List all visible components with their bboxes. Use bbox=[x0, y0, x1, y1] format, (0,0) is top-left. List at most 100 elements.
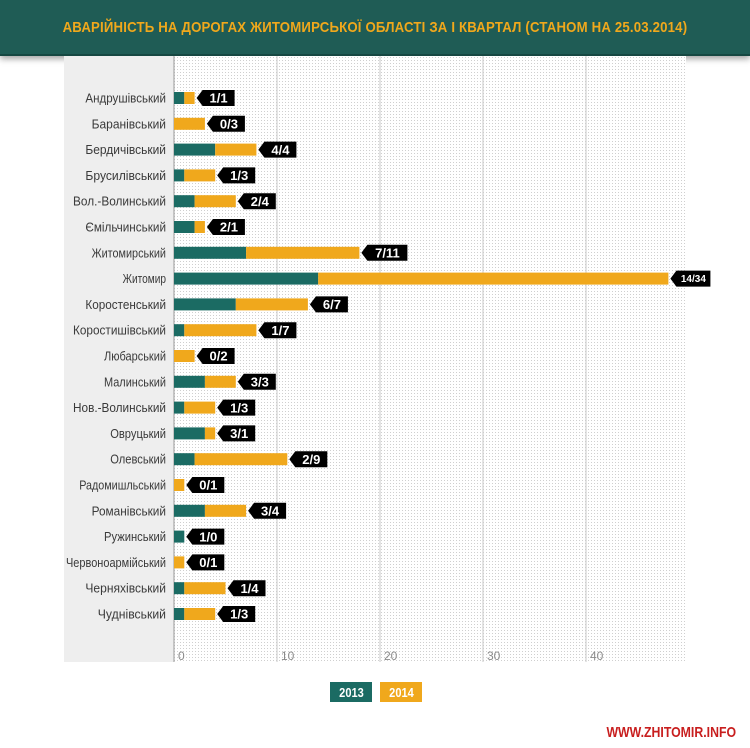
plot-background bbox=[174, 56, 686, 662]
data-label: 1/7 bbox=[258, 322, 297, 339]
x-tick-label: 30 bbox=[487, 649, 501, 663]
bar-2014 bbox=[184, 582, 226, 595]
bar-2013 bbox=[174, 401, 185, 414]
bar-2013 bbox=[174, 504, 205, 517]
chart-title: АВАРІЙНІСТЬ НА ДОРОГАХ ЖИТОМИРСЬКОЇ ОБЛА… bbox=[62, 18, 688, 36]
data-label: 1/3 bbox=[217, 167, 256, 184]
bar-2014 bbox=[184, 169, 216, 182]
data-label-box bbox=[289, 451, 328, 468]
data-label-box bbox=[670, 270, 711, 287]
x-tick-label: 40 bbox=[590, 649, 604, 663]
data-label-text: 3/3 bbox=[251, 374, 269, 389]
title-banner: АВАРІЙНІСТЬ НА ДОРОГАХ ЖИТОМИРСЬКОЇ ОБЛА… bbox=[0, 0, 750, 56]
bar-2014 bbox=[174, 556, 185, 569]
category-label: Житомирський bbox=[92, 245, 166, 260]
bar-2014 bbox=[184, 324, 257, 337]
category-label: Бердичівський bbox=[85, 142, 166, 157]
data-label-text: 4/4 bbox=[271, 142, 290, 157]
bar-2013 bbox=[174, 143, 216, 156]
data-label-box bbox=[248, 502, 287, 519]
bar-2014 bbox=[194, 453, 288, 466]
data-label-box bbox=[206, 219, 245, 235]
data-label-text: 1/7 bbox=[271, 323, 289, 338]
category-label: Овруцький bbox=[110, 426, 166, 441]
data-label-box bbox=[186, 477, 225, 493]
data-label-box bbox=[361, 244, 408, 261]
bar-2013 bbox=[174, 582, 185, 595]
bar-2013 bbox=[174, 169, 185, 182]
bar-2013 bbox=[174, 530, 185, 543]
category-label: Вол.-Волинський bbox=[73, 194, 166, 209]
bar-2014 bbox=[184, 608, 216, 620]
category-panel bbox=[64, 56, 174, 662]
category-label: Нов.-Волинський bbox=[73, 400, 166, 415]
data-label: 1/4 bbox=[227, 580, 266, 597]
bar-2014 bbox=[174, 479, 185, 491]
data-label-text: 14/34 bbox=[681, 274, 706, 285]
category-label: Любарський bbox=[104, 349, 166, 364]
bar-2014 bbox=[184, 92, 195, 104]
bar-2014 bbox=[194, 221, 205, 233]
data-label: 0/1 bbox=[186, 477, 225, 493]
category-label: Брусилівський bbox=[85, 168, 166, 183]
data-label: 1/0 bbox=[186, 528, 225, 545]
bar-2013 bbox=[174, 272, 319, 285]
data-label: 3/3 bbox=[237, 373, 276, 390]
data-label: 2/9 bbox=[289, 451, 328, 468]
x-tick-label: 10 bbox=[281, 649, 295, 663]
bar-2013 bbox=[174, 608, 185, 620]
data-label-text: 3/1 bbox=[230, 426, 248, 441]
legend-2014-label: 2014 bbox=[388, 684, 414, 700]
bar-2014 bbox=[174, 350, 195, 362]
data-label: 1/3 bbox=[217, 606, 256, 622]
category-label: Коростенський bbox=[85, 297, 166, 312]
data-label-text: 6/7 bbox=[323, 297, 341, 312]
data-label: 1/1 bbox=[196, 90, 235, 106]
data-label: 2/4 bbox=[237, 193, 276, 210]
category-label: Ружинський bbox=[104, 529, 166, 544]
bar-2013 bbox=[174, 375, 205, 388]
data-label: 2/1 bbox=[206, 219, 245, 235]
x-tick-label: 0 bbox=[178, 649, 185, 663]
bar-2014 bbox=[174, 117, 205, 130]
watermark: WWW.ZHITOMIR.INFO bbox=[606, 724, 736, 741]
bar-2014 bbox=[184, 401, 216, 414]
data-label: 0/3 bbox=[206, 115, 245, 132]
bar-2014 bbox=[215, 143, 257, 156]
category-label: Радомишльський bbox=[79, 478, 166, 493]
data-label-text: 1/4 bbox=[240, 581, 259, 596]
data-label-box bbox=[217, 606, 256, 622]
data-label: 0/1 bbox=[186, 554, 225, 571]
category-label: Баранівський bbox=[92, 116, 166, 131]
data-label: 4/4 bbox=[258, 141, 297, 158]
bar-2014 bbox=[246, 246, 360, 259]
data-label-text: 1/3 bbox=[230, 400, 248, 415]
data-label-box bbox=[217, 425, 256, 442]
data-label-box bbox=[309, 296, 348, 313]
legend: 2013 2014 bbox=[330, 682, 422, 702]
bar-2013 bbox=[174, 298, 236, 311]
data-label-text: 0/2 bbox=[210, 349, 228, 364]
bar-2013 bbox=[174, 92, 185, 104]
legend-2014: 2014 bbox=[380, 682, 422, 702]
data-label-box bbox=[227, 580, 266, 597]
bar-2013 bbox=[174, 324, 185, 337]
data-label: 14/34 bbox=[670, 270, 711, 287]
data-label: 3/1 bbox=[217, 425, 256, 442]
category-label: Червоноармійський bbox=[66, 555, 166, 570]
data-label: 3/4 bbox=[248, 502, 287, 519]
legend-2013: 2013 bbox=[330, 682, 372, 702]
data-label-text: 0/1 bbox=[199, 555, 217, 570]
data-label: 1/3 bbox=[217, 399, 256, 416]
category-label: Черняхівський bbox=[85, 581, 166, 596]
data-label: 0/2 bbox=[196, 348, 235, 364]
data-label-text: 2/9 bbox=[302, 452, 320, 467]
data-label-box bbox=[206, 115, 245, 132]
data-label-box bbox=[196, 90, 235, 106]
data-label: 6/7 bbox=[309, 296, 348, 313]
data-label-text: 3/4 bbox=[261, 503, 280, 518]
data-label-box bbox=[258, 322, 297, 339]
category-label: Малинський bbox=[104, 374, 166, 389]
data-label-box bbox=[237, 373, 276, 390]
bar-2013 bbox=[174, 221, 195, 233]
